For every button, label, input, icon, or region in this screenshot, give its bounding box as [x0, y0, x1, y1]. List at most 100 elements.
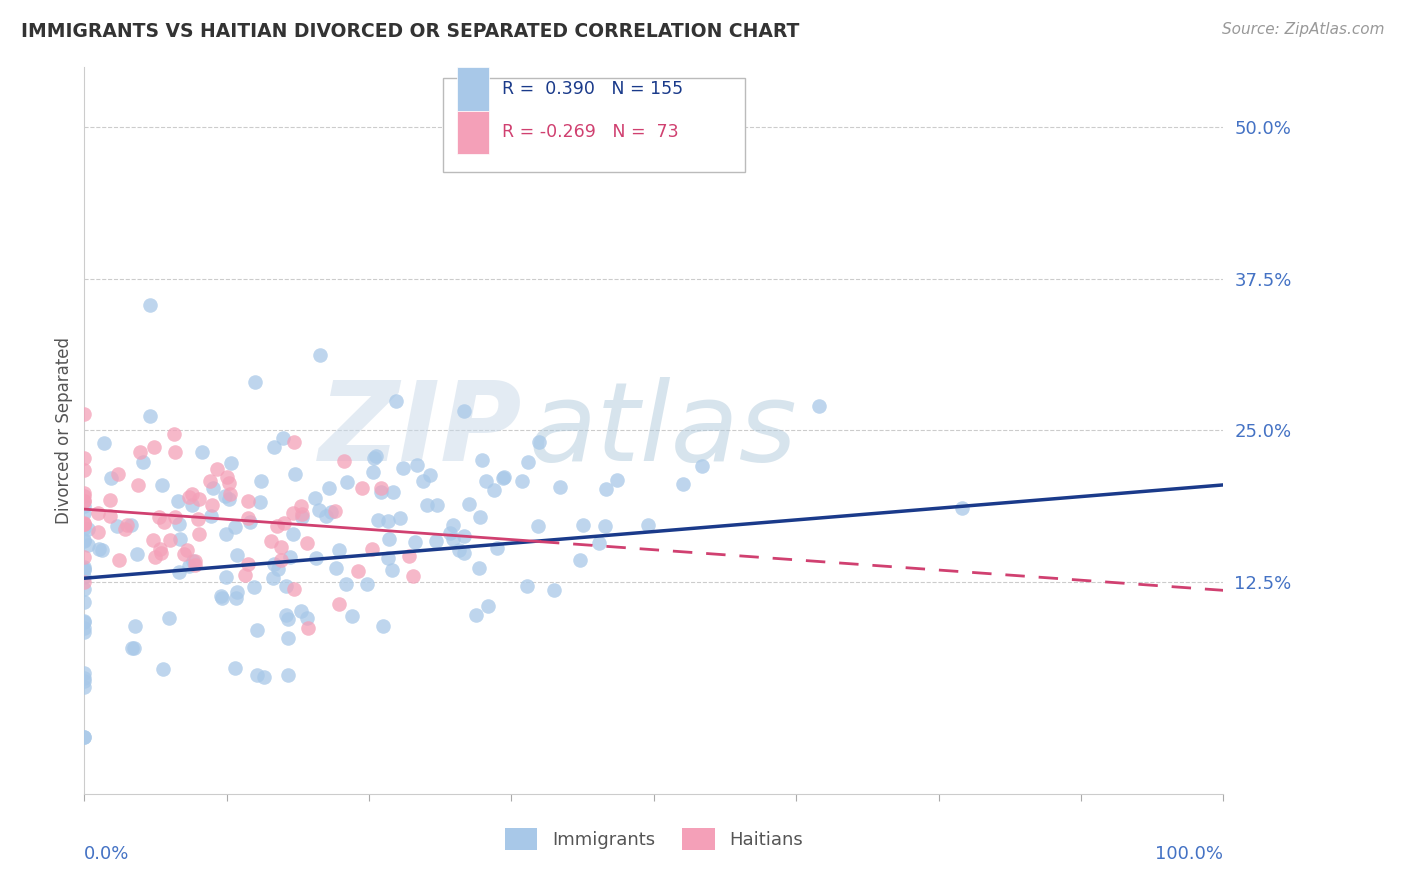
Point: [515, 579, 537, 593]
Point: [236, 557, 259, 571]
Point: [73, 680, 96, 694]
Point: [259, 534, 281, 549]
Point: [77, 522, 100, 536]
Point: [233, 568, 256, 582]
Point: [73, 575, 96, 590]
Point: [173, 547, 195, 561]
Point: [366, 449, 388, 463]
Point: [226, 548, 249, 562]
Point: [187, 527, 209, 541]
Point: [273, 516, 295, 530]
Point: [391, 460, 413, 475]
Point: [325, 504, 347, 518]
Point: [108, 553, 131, 567]
Point: [73, 450, 96, 465]
Point: [318, 481, 340, 495]
Point: [167, 493, 190, 508]
Point: [245, 375, 267, 389]
Point: [486, 541, 509, 555]
Point: [91, 542, 114, 557]
Point: [281, 506, 304, 520]
Point: [328, 597, 350, 611]
Point: [568, 553, 591, 567]
Point: [363, 451, 385, 466]
Point: [115, 517, 138, 532]
Point: [315, 509, 337, 524]
Point: [163, 427, 186, 442]
Point: [149, 541, 172, 556]
Point: [243, 581, 266, 595]
Point: [352, 481, 374, 495]
Point: [163, 445, 186, 459]
Point: [201, 481, 224, 495]
Text: Source: ZipAtlas.com: Source: ZipAtlas.com: [1222, 22, 1385, 37]
Point: [169, 532, 191, 546]
Point: [543, 582, 565, 597]
Point: [453, 546, 475, 560]
FancyBboxPatch shape: [457, 67, 489, 111]
Point: [73, 407, 96, 421]
Point: [492, 470, 515, 484]
Point: [426, 498, 449, 512]
Point: [87, 525, 110, 540]
Point: [441, 517, 464, 532]
Point: [219, 456, 242, 470]
Point: [205, 462, 228, 476]
Point: [529, 435, 551, 450]
Point: [73, 674, 96, 689]
Point: [73, 621, 96, 635]
Point: [215, 469, 238, 483]
Point: [211, 591, 233, 606]
Text: ZIP: ZIP: [319, 377, 523, 483]
Point: [328, 543, 350, 558]
Point: [139, 298, 162, 312]
Point: [176, 542, 198, 557]
Point: [305, 551, 328, 566]
Point: [165, 510, 187, 524]
Point: [218, 491, 240, 506]
Point: [152, 478, 174, 492]
Point: [263, 440, 285, 454]
Point: [468, 560, 491, 574]
Point: [382, 484, 405, 499]
Point: [73, 506, 96, 520]
Point: [291, 510, 314, 524]
FancyBboxPatch shape: [443, 78, 745, 172]
Point: [73, 517, 96, 532]
Point: [236, 511, 259, 525]
Point: [183, 553, 205, 567]
Point: [453, 529, 475, 543]
Point: [73, 521, 96, 535]
Point: [159, 533, 181, 547]
Point: [295, 610, 318, 624]
Point: [120, 518, 142, 533]
Point: [226, 584, 249, 599]
Point: [335, 576, 357, 591]
Point: [807, 399, 830, 413]
Point: [177, 490, 200, 504]
Point: [73, 494, 96, 508]
Point: [128, 445, 150, 459]
Text: IMMIGRANTS VS HAITIAN DIVORCED OR SEPARATED CORRELATION CHART: IMMIGRANTS VS HAITIAN DIVORCED OR SEPARA…: [21, 22, 800, 41]
Point: [325, 560, 347, 574]
Text: 0.0%: 0.0%: [84, 845, 129, 863]
Point: [262, 571, 284, 585]
Point: [283, 435, 305, 450]
Point: [304, 491, 326, 506]
Point: [127, 477, 149, 491]
Point: [73, 516, 96, 530]
Point: [77, 538, 100, 552]
Point: [73, 665, 96, 680]
Point: [377, 551, 399, 566]
Point: [169, 517, 191, 532]
Point: [200, 509, 222, 524]
Point: [236, 493, 259, 508]
Point: [125, 547, 148, 561]
Text: R = -0.269   N =  73: R = -0.269 N = 73: [502, 123, 679, 141]
Point: [73, 671, 96, 685]
Point: [139, 409, 162, 424]
Point: [253, 670, 276, 684]
Point: [87, 541, 110, 556]
Point: [250, 475, 273, 489]
Point: [378, 532, 401, 546]
